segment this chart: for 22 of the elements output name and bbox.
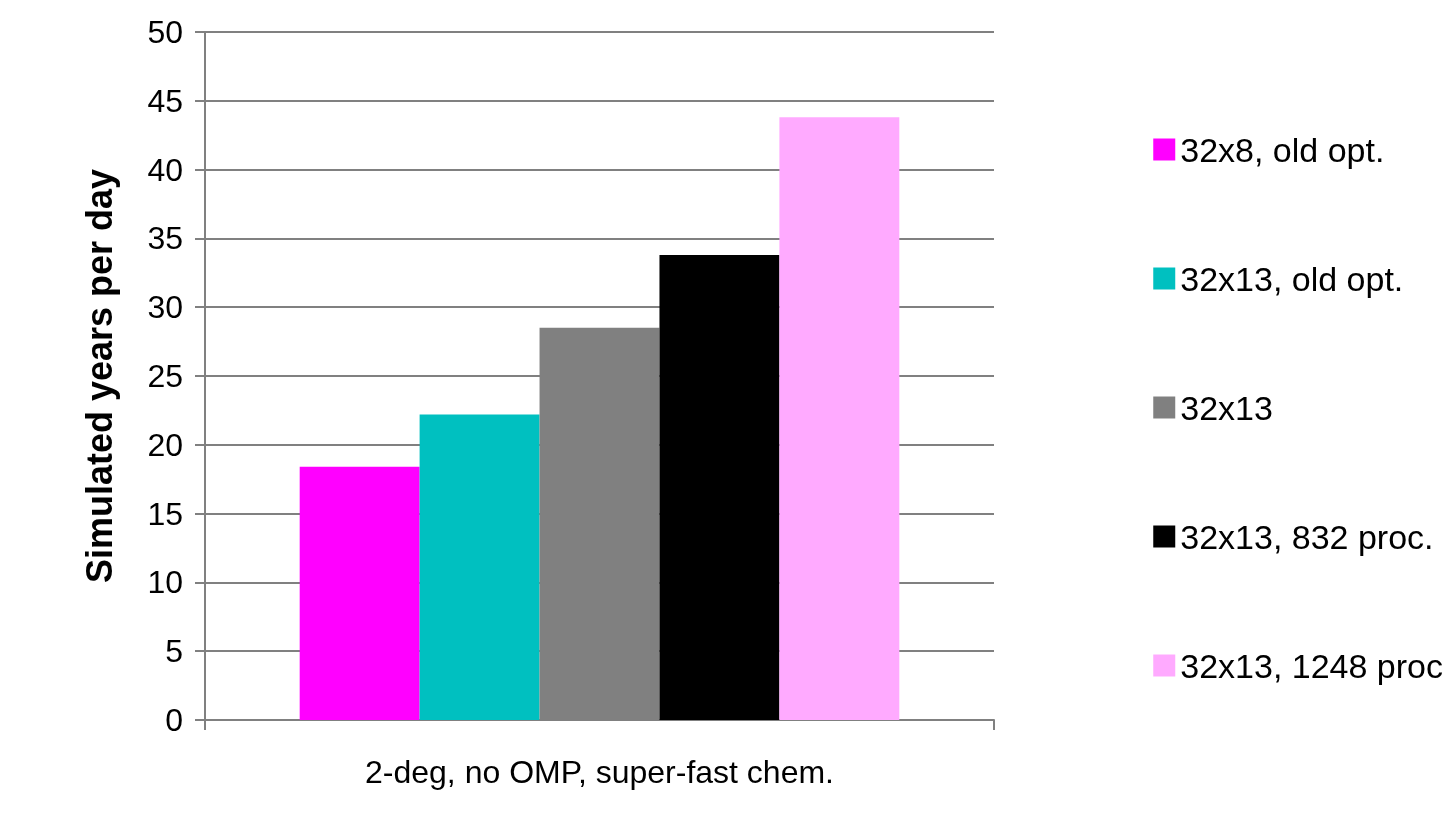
bar bbox=[419, 414, 540, 720]
bar bbox=[299, 466, 420, 720]
y-tick-label: 25 bbox=[147, 358, 183, 394]
y-axis-title: Simulated years per day bbox=[78, 168, 120, 584]
bar bbox=[779, 117, 900, 720]
x-tick-label: 2-deg, no OMP, super-fast chem. bbox=[365, 754, 834, 790]
y-tick-label: 50 bbox=[147, 14, 183, 50]
y-tick-label: 20 bbox=[147, 426, 183, 463]
legend-label: 32x13, old opt. bbox=[1180, 259, 1404, 298]
legend-label: 32x13, 832 proc. bbox=[1180, 517, 1434, 556]
bar bbox=[659, 254, 780, 720]
y-tick-label: 45 bbox=[147, 82, 183, 119]
y-tick-label: 30 bbox=[147, 289, 183, 326]
legend-label: 32x8, old opt. bbox=[1180, 130, 1385, 169]
y-tick-label: 15 bbox=[147, 495, 183, 532]
y-tick-label: 0 bbox=[165, 702, 183, 738]
y-tick-label: 10 bbox=[147, 564, 183, 601]
y-tick-label: 5 bbox=[165, 633, 183, 670]
y-tick-label: 35 bbox=[147, 220, 183, 257]
legend-label: 32x13 bbox=[1180, 388, 1273, 427]
legend-label: 32x13, 1248 proc bbox=[1180, 646, 1444, 685]
y-tick-label: 40 bbox=[147, 151, 183, 188]
